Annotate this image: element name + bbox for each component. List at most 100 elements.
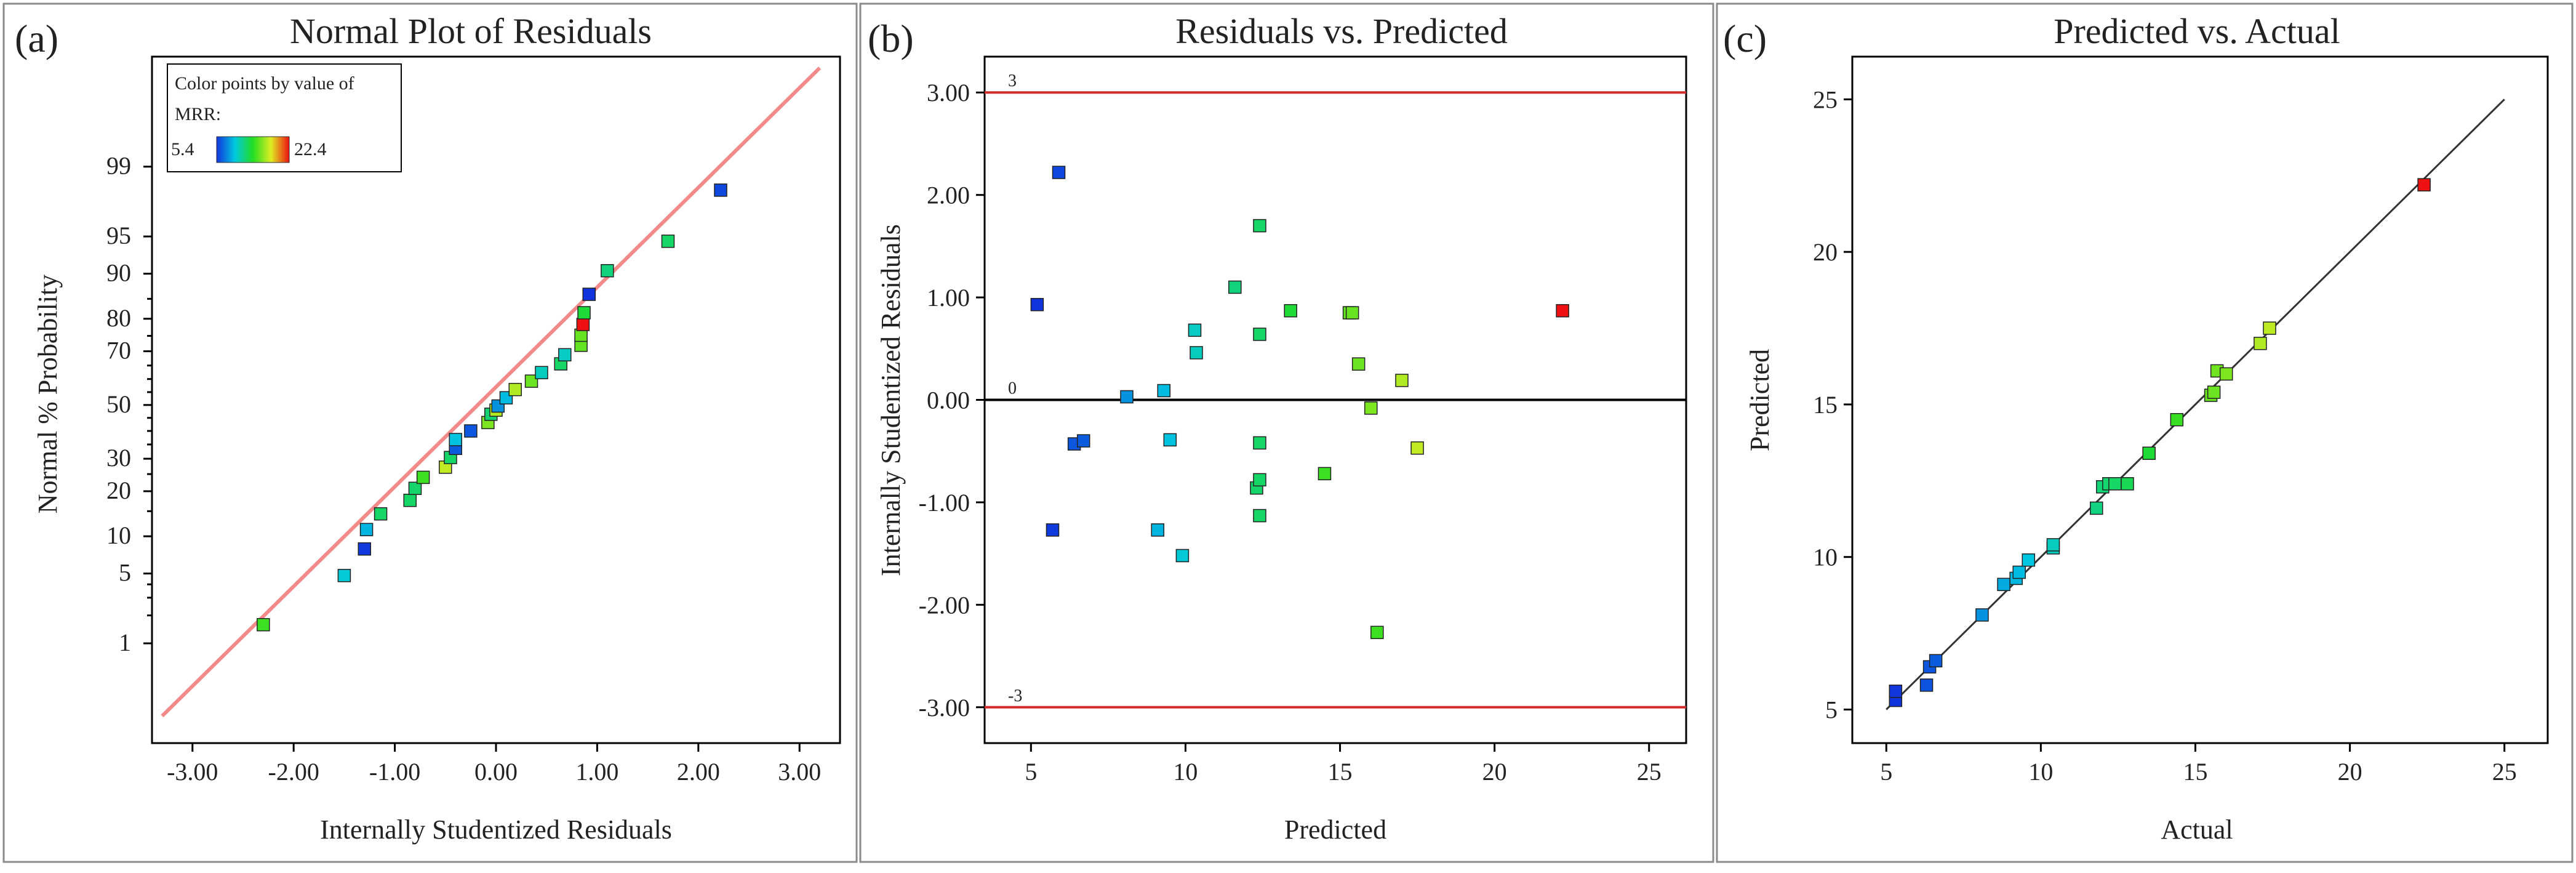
panel-b-reference-label: 3 [1008, 71, 1017, 91]
panel-a-y-label: Normal % Probability [33, 275, 63, 514]
panel-b-point [1253, 436, 1266, 450]
panel-c-point [1889, 685, 1903, 698]
panel-b-point [1163, 433, 1177, 447]
panel-c-plot-frame [1851, 55, 2549, 744]
panel-a-x-axis: -3.00 -2.00 -1.00 0.00 1.00 2.00 3.00 [167, 743, 821, 786]
panel-b-y-tick-label: -2.00 [919, 591, 970, 619]
legend-title-line-1: Color points by value of [175, 73, 354, 94]
panel-b-points [1030, 166, 1569, 640]
panel-a-x-tick-label: 3.00 [778, 758, 821, 786]
legend-title-line-2: MRR: [175, 104, 221, 124]
panel-a-y-tick-label: 30 [106, 444, 131, 472]
panel-a-y-tick-label: 50 [106, 390, 131, 418]
panel-b-point [1188, 323, 1202, 337]
panel-b-x-tick-label: 15 [1328, 758, 1353, 786]
panel-c-y-tick-label: 25 [1813, 86, 1838, 113]
panel-c-title: Predicted vs. Actual [2054, 11, 2340, 51]
panel-b-y-tick-label: -1.00 [919, 489, 970, 517]
panel-c-point [2022, 553, 2036, 567]
panel-b-point [1190, 346, 1203, 360]
panel-c-point [2254, 337, 2267, 350]
panel-a-point [508, 382, 522, 396]
panel-c-point [2090, 501, 2103, 515]
panel-b-x-tick-label: 5 [1025, 758, 1037, 786]
panel-a-x-tick-label: 2.00 [677, 758, 720, 786]
panel-a-point [358, 542, 372, 556]
panel-a-points [257, 183, 727, 632]
panel-c-label: (c) [1723, 17, 1767, 60]
panel-a-x-tick-label: -3.00 [167, 758, 218, 786]
panel-b-y-tick-label: 1.00 [927, 284, 970, 312]
panel-c-point [2417, 178, 2431, 191]
panel-c-point [2012, 565, 2026, 579]
panel-a-point [337, 569, 351, 582]
panel-a-y-tick-label: 80 [106, 304, 131, 332]
panel-a-point [408, 481, 422, 495]
panel-c-point [2142, 446, 2156, 460]
panel-b-y-tick-label: 0.00 [927, 387, 970, 414]
panel-b-reference-label: -3 [1008, 686, 1022, 706]
panel-b-point [1076, 434, 1090, 448]
panel-c-border [1716, 2, 2574, 863]
panel-a-title: Normal Plot of Residuals [290, 11, 652, 51]
panel-c-y-tick-label: 20 [1813, 238, 1838, 266]
panel-c-point [2170, 412, 2184, 427]
panel-b-x-label: Predicted [1284, 815, 1386, 845]
panel-a-point [403, 493, 417, 507]
panel-a-y-tick-label: 5 [119, 559, 131, 587]
panel-c: (c) Predicted vs. Actual 5 10 15 20 25 5 10 15… [1716, 2, 2574, 863]
panel-b-point [1151, 523, 1164, 537]
panel-b-x-tick-label: 20 [1482, 758, 1507, 786]
panel-c-x-tick-label: 20 [2338, 758, 2362, 786]
panel-c-y-tick-label: 15 [1813, 391, 1838, 419]
panel-a-border [2, 2, 858, 863]
panel-a-point [374, 507, 388, 521]
panel-c-point [2046, 538, 2060, 552]
panel-a-label: (a) [15, 17, 58, 60]
panel-b-point [1364, 401, 1378, 415]
panel-b-point [1030, 297, 1044, 312]
panel-a: (a) Normal Plot of Residuals -3.00 -2.00-… [2, 2, 858, 863]
panel-b-point [1556, 304, 1569, 318]
panel-a-point [577, 306, 591, 320]
panel-b: (b) Residuals vs. Predicted 3 0 -3 5 10 15 20… [859, 2, 1714, 863]
panel-c-x-tick-label: 15 [2183, 758, 2207, 786]
panel-c-points [1889, 178, 2431, 707]
legend-max-label: 22.4 [294, 139, 327, 159]
panel-b-point [1253, 328, 1266, 341]
panel-c-y-axis: 5 10 15 20 25 [1813, 86, 1852, 723]
panel-a-point [449, 433, 462, 446]
panel-b-y-label: Internally Studentized Residuals [876, 224, 906, 576]
panel-a-y-tick-label: 70 [106, 337, 131, 364]
panel-a-point [535, 366, 548, 379]
panel-b-point [1395, 374, 1409, 387]
panel-b-point [1253, 473, 1266, 487]
panel-a-x-tick-label: -2.00 [268, 758, 319, 786]
panel-c-x-tick-label: 5 [1880, 758, 1892, 786]
panel-c-x-tick-label: 25 [2492, 758, 2517, 786]
panel-a-point [359, 523, 374, 536]
panel-a-point [558, 348, 572, 361]
panel-a-fit-line [161, 66, 822, 718]
panel-a-point [416, 470, 430, 485]
panel-a-point [576, 318, 590, 331]
panel-b-reference-label: 0 [1008, 379, 1017, 398]
panel-b-y-tick-label: -3.00 [919, 694, 970, 722]
panel-a-y-tick-label: 99 [106, 152, 131, 180]
panel-b-x-tick-label: 25 [1637, 758, 1662, 786]
panel-c-x-axis: 5 10 15 20 25 [1880, 743, 2517, 786]
panel-b-label: (b) [868, 17, 914, 60]
panel-a-y-axis: 1 5 10 20 30 50 70 80 90 95 99 [106, 152, 152, 656]
panel-a-y-tick-label: 20 [106, 477, 131, 504]
panel-a-x-tick-label: 0.00 [474, 758, 518, 786]
panel-a-y-tick-label: 10 [106, 521, 131, 549]
panel-c-y-label: Predicted [1745, 349, 1775, 451]
panel-c-point [2121, 477, 2134, 491]
panel-c-y-tick-label: 5 [1825, 696, 1838, 723]
panel-a-y-tick-label: 90 [106, 259, 131, 287]
panel-b-title: Residuals vs. Predicted [1175, 11, 1508, 51]
panel-c-point [1929, 654, 1943, 667]
panel-a-point [582, 288, 596, 301]
panel-c-point [2207, 385, 2221, 399]
